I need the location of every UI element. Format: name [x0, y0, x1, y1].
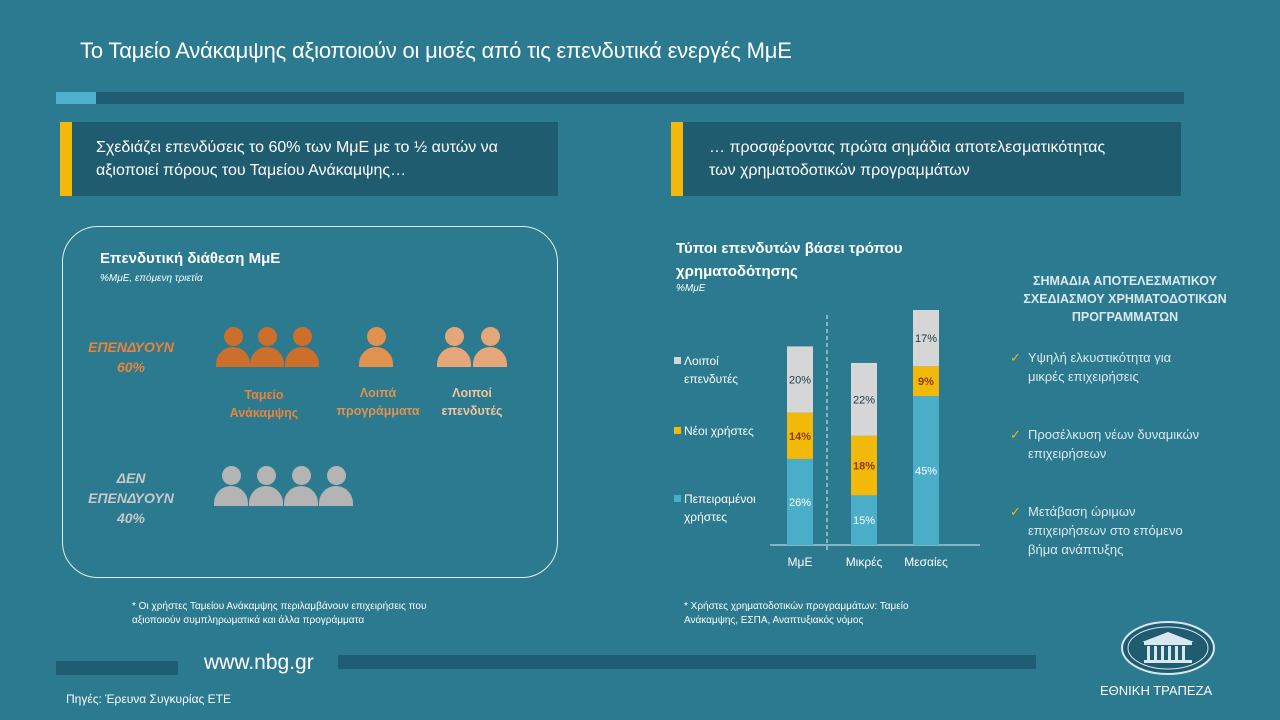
bar-data-label: 22% [853, 394, 875, 406]
bank-logo-icon [1121, 621, 1215, 675]
bar-data-label: 14% [789, 431, 811, 443]
bar-segment [851, 435, 877, 496]
right-panel-item: ✓ Μετάβαση ώριμων επιχειρήσεων στο επόμε… [1010, 504, 1183, 557]
check-icon: ✓ [1010, 504, 1021, 519]
bar-segment [787, 412, 813, 459]
x-tick-label: Μεσαίες [904, 555, 948, 569]
check-icon: ✓ [1010, 427, 1021, 442]
bar-segment [913, 310, 939, 367]
person-icon [284, 466, 318, 506]
footer-bar-right [338, 655, 1036, 669]
person-icon [359, 327, 393, 367]
bank-name: ΕΘΝΙΚΗ ΤΡΑΠΕΖΑ [1100, 683, 1213, 698]
bar-segment [787, 346, 813, 413]
right-panel-title: ΣΗΜΑΔΙΑ ΑΠΟΤΕΛΕΣΜΑΤΙΚΟΥ ΣΧΕΔΙΑΣΜΟΥ ΧΡΗΜΑ… [1023, 274, 1227, 324]
group-label-recovery: Ταμείο Ανάκαμψης [229, 388, 299, 420]
group-label-other-investors: Λοιποί επενδυτές [441, 386, 503, 418]
person-icon [216, 327, 250, 367]
not-invest-label: ΔΕΝ ΕΠΕΝΔΥΟΥΝ 40% [88, 470, 174, 526]
bar-segment [913, 396, 939, 545]
top-divider-bar [56, 92, 1184, 104]
bar-data-label: 18% [853, 461, 875, 473]
bar-data-label: 26% [789, 497, 811, 509]
left-footnote: * Οι χρήστες Ταμείου Ανάκαμψης περιλαμβά… [132, 601, 427, 626]
right-banner-stripe [671, 122, 683, 196]
bar-data-label: 15% [853, 515, 875, 527]
bar-data-label: 9% [918, 376, 934, 388]
legend-swatch-other-investors [674, 357, 681, 364]
bar-data-label: 20% [789, 375, 811, 387]
x-tick-label: ΜμΕ [788, 555, 813, 569]
right-panel-item: ✓ Προσέλκυση νέων δυναμικών επιχειρήσεων [1010, 427, 1200, 461]
bar-segment [851, 362, 877, 436]
stacked-bar-chart: 26% 14% 20% ΜμΕ 15% 18% 22% Μικρές 45% 9% 17% Μεσαί… [770, 310, 980, 569]
bar-data-label: 17% [915, 333, 937, 345]
right-panel-item: ✓ Υψηλή ελκυστικότητα για μικρές επιχειρ… [1010, 350, 1172, 384]
chart-subtitle: %ΜμΕ [676, 283, 706, 294]
x-tick-label: Μικρές [846, 555, 883, 569]
check-icon: ✓ [1010, 350, 1021, 365]
left-banner: Σχεδιάζει επενδύσεις το 60% των ΜμΕ με τ… [60, 122, 558, 196]
investment-box-subtitle: %ΜμΕ, επόμενη τριετία [100, 273, 203, 284]
left-banner-stripe [60, 122, 72, 196]
person-icon [285, 327, 319, 367]
page-title: Το Ταμείο Ανάκαμψης αξιοποιούν οι μισές … [80, 38, 792, 63]
person-icon [250, 327, 284, 367]
chart-title: Τύποι επενδυτών βάσει τρόπου χρηματοδότη… [676, 240, 903, 280]
right-banner-text: … προσφέροντας πρώτα σημάδια αποτελεσματ… [709, 139, 1106, 179]
person-icon [437, 327, 471, 367]
person-icon [214, 466, 248, 506]
source-note: Πηγές: Έρευνα Συγκυρίας ΕΤΕ [66, 692, 231, 706]
group-label-other-programs: Λοιπά προγράμματα [336, 386, 420, 418]
left-banner-text: Σχεδιάζει επενδύσεις το 60% των ΜμΕ με τ… [96, 139, 498, 179]
person-icon [473, 327, 507, 367]
bar-data-label: 45% [915, 466, 937, 478]
right-footnote: * Χρήστες χρηματοδοτικών προγραμμάτων: Τ… [684, 601, 909, 626]
bar-segment [851, 495, 877, 545]
bar-segment [787, 458, 813, 545]
website-link[interactable]: www.nbg.gr [204, 651, 314, 674]
bar-segment [913, 366, 939, 397]
investment-box-title: Επενδυτική διάθεση ΜμΕ [100, 250, 281, 267]
legend-new-users: Νέοι χρήστες [674, 422, 754, 440]
legend-swatch-new-users [674, 427, 681, 434]
top-divider-accent [56, 92, 96, 104]
right-banner: … προσφέροντας πρώτα σημάδια αποτελεσματ… [671, 122, 1181, 196]
legend-experienced-users: Πεπειραμένοι χρήστες [674, 490, 756, 526]
investment-box [62, 226, 558, 578]
person-icon [319, 466, 353, 506]
footer-bar-left [56, 661, 178, 675]
legend-other-investors: Λοιποί επενδυτές [674, 352, 738, 388]
invest-label: ΕΠΕΝΔΥΟΥΝ 60% [88, 339, 174, 375]
legend-swatch-experienced-users [674, 495, 681, 502]
person-icon [249, 466, 283, 506]
